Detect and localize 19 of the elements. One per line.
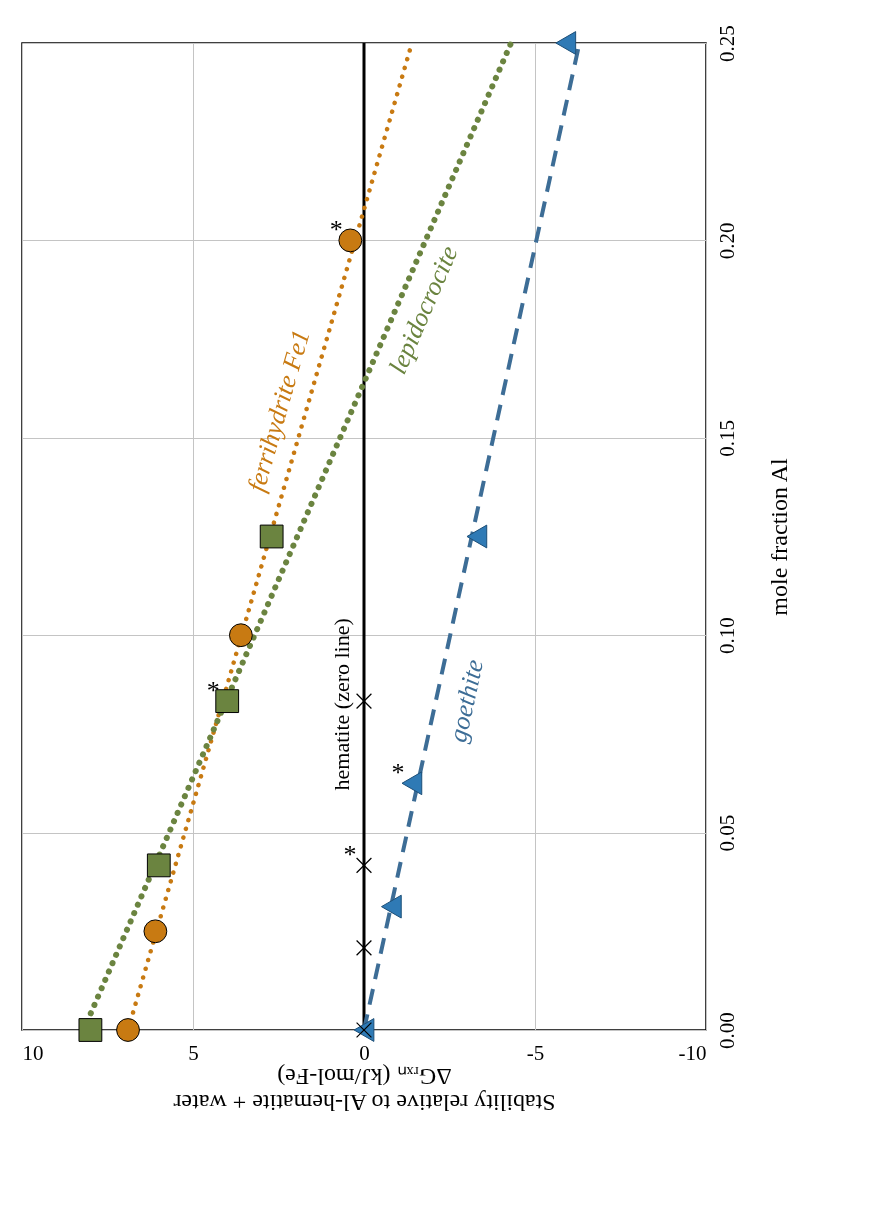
ref-line-label: hematite (zero line)	[329, 618, 354, 791]
y-tick-label: 0.05	[714, 814, 739, 852]
annotation: *	[391, 758, 405, 788]
y-tick-label: 0.20	[714, 222, 739, 260]
x-tick-label: -10	[678, 1040, 707, 1065]
annotation: *	[206, 676, 220, 706]
y-axis-title: mole fraction Al	[765, 458, 792, 616]
x-tick-label: 10	[22, 1040, 44, 1065]
y-tick-label: 0.00	[714, 1012, 739, 1049]
text: goethite	[442, 656, 490, 745]
y-tick-label: 0.10	[714, 617, 739, 655]
x-tick-label: 5	[188, 1040, 199, 1065]
x-tick-label: -5	[526, 1040, 545, 1065]
x-tick-label: 0	[359, 1040, 370, 1065]
annotation: *	[329, 215, 343, 245]
x-axis-title: Stability relative to Al-hematite + water ΔGᵣₓₙ (kJ/mol-Fe)	[173, 1063, 556, 1116]
annotation: *	[343, 840, 357, 870]
y-tick-label: 0.25	[714, 25, 739, 62]
y-tick-label: 0.15	[714, 419, 739, 457]
